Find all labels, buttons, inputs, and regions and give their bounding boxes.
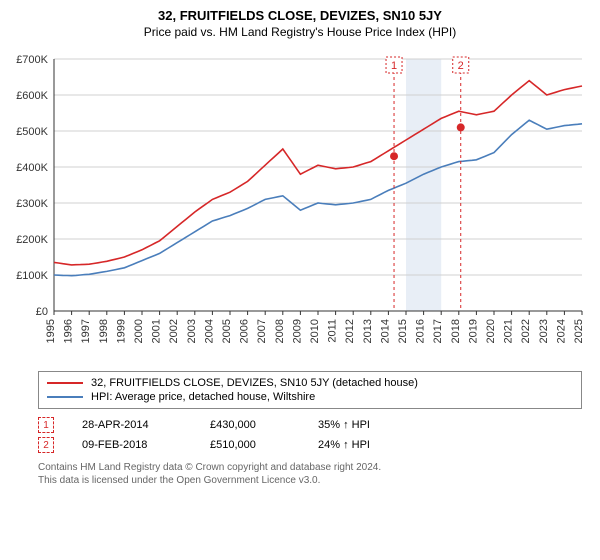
svg-text:£300K: £300K — [16, 198, 48, 210]
svg-text:2018: 2018 — [450, 319, 462, 343]
svg-text:£100K: £100K — [16, 270, 48, 282]
svg-text:£500K: £500K — [16, 126, 48, 138]
legend: 32, FRUITFIELDS CLOSE, DEVIZES, SN10 5JY… — [38, 371, 582, 409]
page-subtitle: Price paid vs. HM Land Registry's House … — [0, 23, 600, 45]
svg-text:£200K: £200K — [16, 234, 48, 246]
svg-text:2002: 2002 — [168, 319, 180, 343]
svg-text:2020: 2020 — [485, 319, 497, 343]
svg-text:2007: 2007 — [256, 319, 268, 343]
svg-text:2014: 2014 — [379, 319, 391, 343]
attribution-line: Contains HM Land Registry data © Crown c… — [38, 461, 582, 474]
svg-text:2015: 2015 — [397, 319, 409, 343]
sale-delta: 35% ↑ HPI — [318, 419, 370, 431]
svg-text:2011: 2011 — [327, 319, 339, 343]
legend-item-property: 32, FRUITFIELDS CLOSE, DEVIZES, SN10 5JY… — [47, 376, 573, 390]
table-row: 1 28-APR-2014 £430,000 35% ↑ HPI — [38, 415, 582, 435]
svg-text:2001: 2001 — [151, 319, 163, 343]
attribution: Contains HM Land Registry data © Crown c… — [38, 461, 582, 487]
table-row: 2 09-FEB-2018 £510,000 24% ↑ HPI — [38, 435, 582, 455]
sale-price: £510,000 — [210, 439, 290, 451]
legend-swatch — [47, 396, 83, 398]
svg-text:2: 2 — [458, 60, 464, 72]
svg-text:2009: 2009 — [291, 319, 303, 343]
svg-text:£700K: £700K — [16, 54, 48, 66]
chart-canvas: £0 £100K £200K £300K £400K £500K £600K £700K 199… — [6, 45, 594, 365]
sale-marker-1: 1 — [38, 417, 54, 433]
svg-text:1999: 1999 — [115, 319, 127, 343]
svg-text:2006: 2006 — [239, 319, 251, 343]
sale-date: 09-FEB-2018 — [82, 439, 182, 451]
svg-text:1: 1 — [391, 60, 397, 72]
sale-date: 28-APR-2014 — [82, 419, 182, 431]
svg-text:£600K: £600K — [16, 90, 48, 102]
svg-text:2021: 2021 — [503, 319, 515, 343]
svg-text:2023: 2023 — [538, 319, 550, 343]
svg-text:1996: 1996 — [63, 319, 75, 343]
legend-item-hpi: HPI: Average price, detached house, Wilt… — [47, 390, 573, 404]
svg-text:2013: 2013 — [362, 319, 374, 343]
svg-text:2012: 2012 — [344, 319, 356, 343]
attribution-line: This data is licensed under the Open Gov… — [38, 474, 582, 487]
svg-text:£400K: £400K — [16, 162, 48, 174]
svg-text:2025: 2025 — [573, 319, 585, 343]
svg-text:2024: 2024 — [555, 319, 567, 343]
sale-delta: 24% ↑ HPI — [318, 439, 370, 451]
price-chart: £0 £100K £200K £300K £400K £500K £600K £700K 199… — [6, 45, 594, 365]
svg-text:2010: 2010 — [309, 319, 321, 343]
legend-swatch — [47, 382, 83, 384]
svg-text:2003: 2003 — [186, 319, 198, 343]
legend-label: 32, FRUITFIELDS CLOSE, DEVIZES, SN10 5JY… — [91, 377, 418, 389]
svg-text:2004: 2004 — [203, 319, 215, 343]
svg-text:1997: 1997 — [80, 319, 92, 343]
svg-text:2016: 2016 — [415, 319, 427, 343]
page-title: 32, FRUITFIELDS CLOSE, DEVIZES, SN10 5JY — [0, 0, 600, 23]
svg-text:2000: 2000 — [133, 319, 145, 343]
svg-text:2017: 2017 — [432, 319, 444, 343]
legend-label: HPI: Average price, detached house, Wilt… — [91, 391, 315, 403]
sales-table: 1 28-APR-2014 £430,000 35% ↑ HPI 2 09-FE… — [38, 415, 582, 455]
svg-text:1995: 1995 — [45, 319, 57, 343]
svg-text:£0: £0 — [36, 306, 48, 318]
svg-text:2005: 2005 — [221, 319, 233, 343]
sale-price: £430,000 — [210, 419, 290, 431]
svg-text:2008: 2008 — [274, 319, 286, 343]
sale-marker-2: 2 — [38, 437, 54, 453]
svg-text:1998: 1998 — [98, 319, 110, 343]
svg-text:2022: 2022 — [520, 319, 532, 343]
svg-text:2019: 2019 — [467, 319, 479, 343]
